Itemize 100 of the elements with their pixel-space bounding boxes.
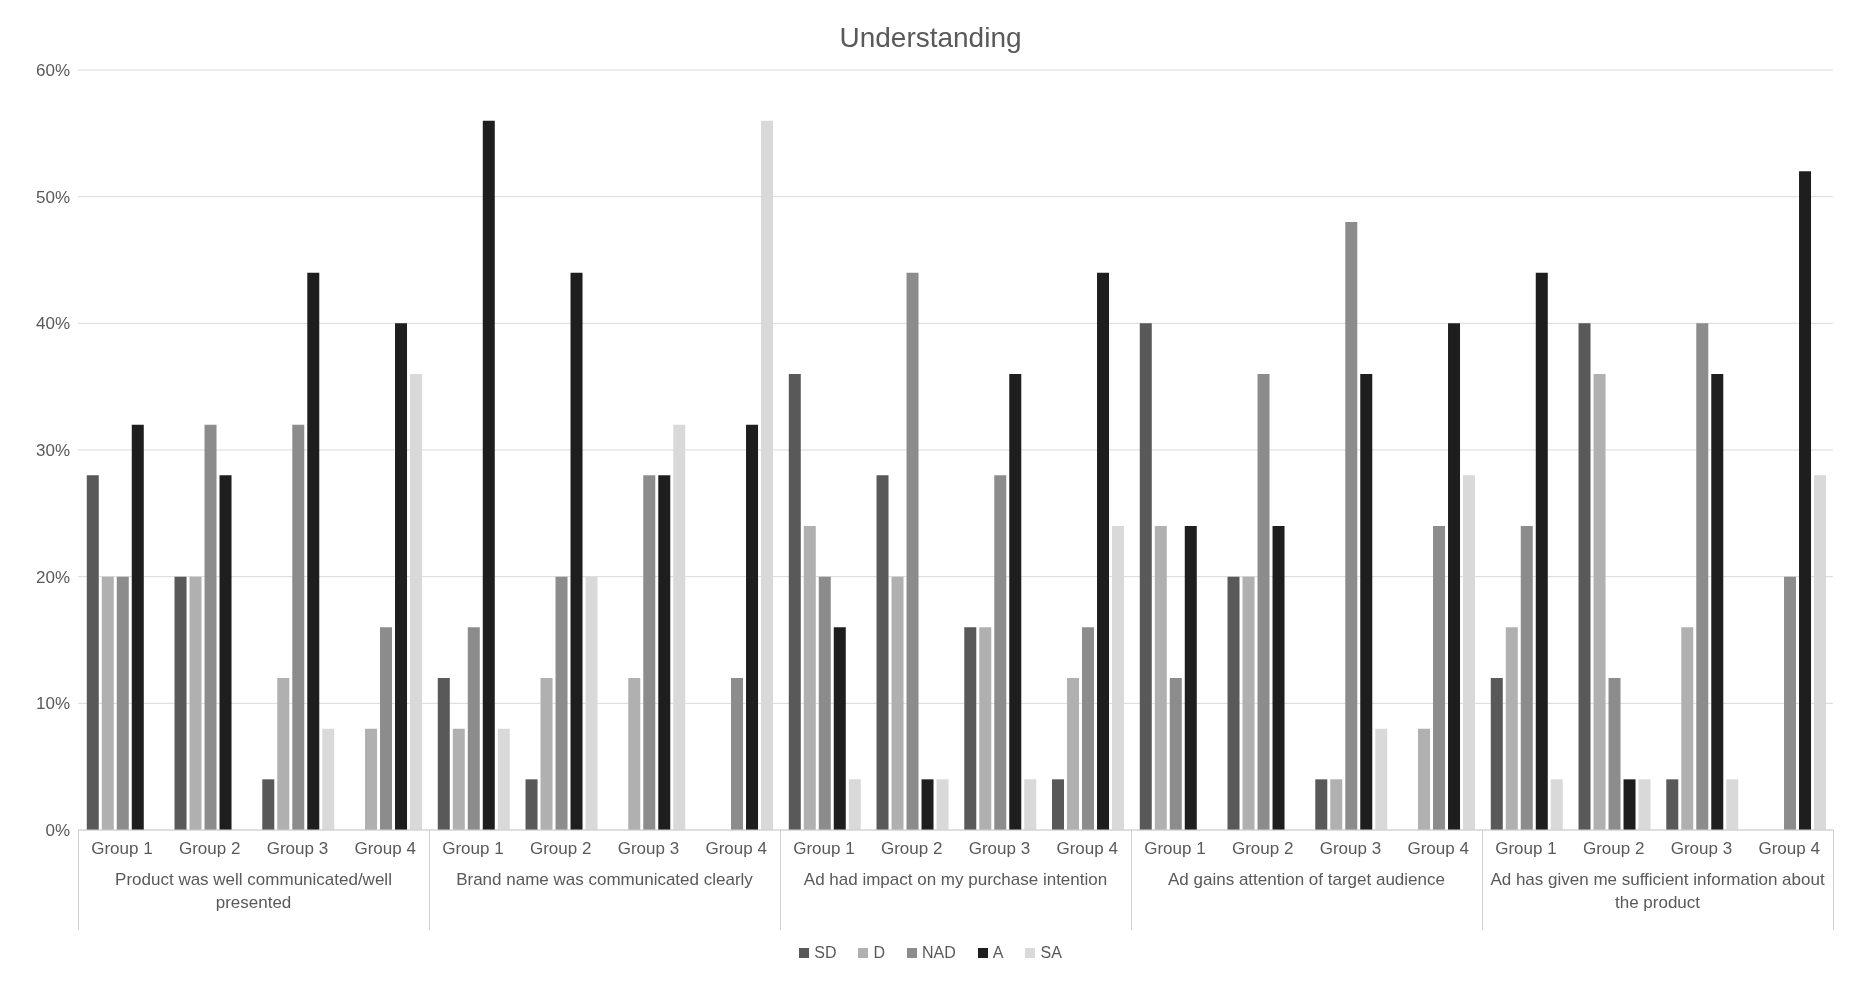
bar bbox=[570, 272, 583, 830]
bar bbox=[803, 526, 816, 830]
bar bbox=[219, 475, 232, 830]
bar bbox=[380, 627, 393, 830]
bar bbox=[658, 475, 671, 830]
legend-label: NAD bbox=[921, 944, 956, 962]
bar bbox=[131, 424, 144, 830]
bar bbox=[204, 424, 217, 830]
y-tick-label: 40% bbox=[35, 314, 70, 334]
x-tick-label: Group 1 bbox=[1144, 839, 1206, 859]
legend-label: A bbox=[991, 944, 1004, 962]
bar bbox=[1593, 374, 1606, 830]
bar bbox=[555, 576, 568, 830]
bar bbox=[540, 678, 553, 830]
bar bbox=[746, 424, 759, 830]
y-tick-label: 0% bbox=[45, 821, 70, 841]
bar bbox=[452, 728, 465, 830]
bar bbox=[1666, 779, 1679, 830]
bar bbox=[1139, 323, 1152, 830]
bar bbox=[921, 779, 934, 830]
text: Product was well communicated/well presented bbox=[114, 869, 393, 914]
bar bbox=[1315, 779, 1328, 830]
bar bbox=[876, 475, 889, 830]
x-tick-label: Group 3 bbox=[1670, 839, 1733, 859]
x-tick-label: Group 1 bbox=[1495, 839, 1557, 859]
bar bbox=[1623, 779, 1636, 830]
bar bbox=[482, 120, 495, 830]
bar bbox=[1799, 171, 1812, 830]
x-tick-label: Group 2 bbox=[529, 839, 592, 859]
bar bbox=[964, 627, 977, 830]
bar bbox=[262, 779, 275, 830]
bar bbox=[906, 272, 919, 830]
bar bbox=[643, 475, 656, 830]
bar bbox=[1082, 627, 1095, 830]
bar bbox=[628, 678, 641, 830]
bar bbox=[731, 678, 744, 830]
bar bbox=[1433, 526, 1446, 830]
y-tick-label: 30% bbox=[35, 441, 70, 461]
text: Brand name was communicated clearly bbox=[455, 869, 754, 891]
legend-label: SD bbox=[813, 944, 837, 962]
y-tick-label: 50% bbox=[35, 187, 70, 207]
x-tick-label: Group 4 bbox=[1758, 839, 1820, 859]
bar bbox=[1227, 576, 1240, 830]
x-tick-label: Group 3 bbox=[968, 839, 1031, 859]
legend-label: SA bbox=[1039, 944, 1062, 962]
x-tick-label: Group 3 bbox=[1319, 839, 1382, 859]
bar bbox=[1345, 222, 1358, 830]
legend-label: D bbox=[872, 944, 885, 962]
bar bbox=[467, 627, 480, 830]
y-tick-label: 10% bbox=[35, 694, 70, 714]
bar bbox=[1067, 678, 1080, 830]
bar bbox=[1154, 526, 1167, 830]
y-tick-label: 60% bbox=[35, 61, 70, 81]
bar bbox=[833, 627, 846, 830]
y-tick-label: 20% bbox=[35, 567, 70, 587]
bar bbox=[86, 475, 99, 830]
bar bbox=[1009, 374, 1022, 830]
bar bbox=[292, 424, 305, 830]
bar bbox=[1097, 272, 1110, 830]
bar bbox=[891, 576, 904, 830]
bar bbox=[1272, 526, 1285, 830]
x-tick-label: Group 3 bbox=[266, 839, 329, 859]
x-tick-label: Group 4 bbox=[1407, 839, 1469, 859]
bar bbox=[307, 272, 320, 830]
bar bbox=[788, 374, 801, 830]
bar bbox=[1257, 374, 1270, 830]
x-tick-label: Group 4 bbox=[1056, 839, 1118, 859]
bar bbox=[1520, 526, 1533, 830]
x-tick-label: Group 4 bbox=[705, 839, 767, 859]
bar bbox=[1490, 678, 1503, 830]
bar bbox=[174, 576, 187, 830]
x-tick-label: Group 1 bbox=[442, 839, 504, 859]
x-tick-label: Group 4 bbox=[354, 839, 416, 859]
x-tick-label: Group 2 bbox=[178, 839, 241, 859]
bar bbox=[1448, 323, 1461, 830]
bar bbox=[1535, 272, 1548, 830]
x-tick-label: Group 1 bbox=[91, 839, 153, 859]
bar bbox=[101, 576, 114, 830]
bar bbox=[1418, 728, 1431, 830]
bar bbox=[395, 323, 408, 830]
bar bbox=[1052, 779, 1065, 830]
text: Ad gains attention of target audience bbox=[1167, 869, 1446, 891]
bar bbox=[1711, 374, 1724, 830]
bar bbox=[1505, 627, 1518, 830]
bar bbox=[1330, 779, 1343, 830]
bar bbox=[1169, 678, 1182, 830]
x-tick-label: Group 1 bbox=[793, 839, 855, 859]
bar bbox=[116, 576, 129, 830]
bar bbox=[1608, 678, 1621, 830]
text: Ad has given me sufficient information about the product bbox=[1489, 869, 1826, 914]
bar bbox=[1184, 526, 1197, 830]
x-tick-label: Group 2 bbox=[1231, 839, 1294, 859]
bar bbox=[365, 728, 378, 830]
bar bbox=[189, 576, 202, 830]
bar bbox=[1242, 576, 1255, 830]
bar bbox=[1784, 576, 1797, 830]
bar bbox=[437, 678, 450, 830]
bar bbox=[1360, 374, 1373, 830]
bar bbox=[277, 678, 290, 830]
bar bbox=[525, 779, 538, 830]
